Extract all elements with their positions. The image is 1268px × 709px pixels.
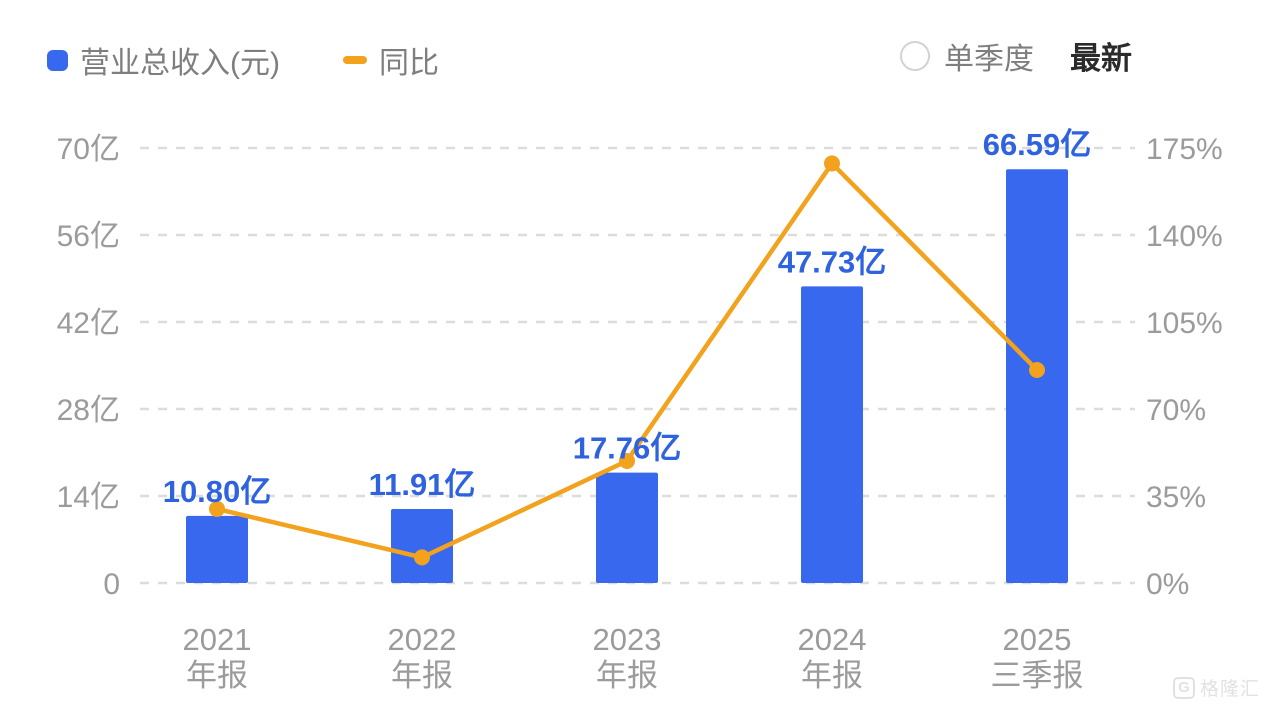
x-axis-label-year: 2021: [183, 622, 252, 657]
yoy-point[interactable]: [414, 549, 430, 566]
watermark-text: 格隆汇: [1199, 679, 1260, 700]
chart-controls: 单季度 最新: [900, 33, 1132, 78]
revenue-bar[interactable]: [596, 472, 658, 583]
legend-yoy[interactable]: 同比: [343, 38, 439, 82]
x-axis-label-period: 年报: [801, 658, 863, 693]
x-axis-label-year: 2025: [1003, 622, 1072, 657]
revenue-bar[interactable]: [801, 286, 863, 583]
x-axis-label-year: 2024: [798, 622, 867, 657]
latest-toggle[interactable]: 最新: [1070, 41, 1132, 76]
x-axis-label-period: 年报: [186, 658, 248, 693]
x-axis-label-period: 年报: [596, 658, 658, 693]
legend-revenue[interactable]: 营业总收入(元): [47, 38, 280, 82]
right-axis-tick: 0%: [1146, 568, 1189, 601]
bar-value-label: 66.59亿: [983, 127, 1092, 162]
watermark-logo-icon: G: [1172, 676, 1195, 699]
single-quarter-radio[interactable]: [900, 40, 930, 71]
watermark: G 格隆汇: [1172, 674, 1260, 701]
left-axis-tick: 28亿: [57, 394, 120, 427]
x-axis-label-period: 年报: [391, 658, 453, 693]
revenue-swatch-icon: [47, 49, 68, 71]
revenue-bar[interactable]: [186, 515, 248, 583]
legend-revenue-label: 营业总收入(元): [80, 47, 280, 80]
left-axis-tick: 14亿: [57, 481, 120, 514]
x-axis-label-year: 2022: [388, 622, 457, 657]
right-axis-tick: 105%: [1146, 307, 1223, 340]
yoy-point[interactable]: [619, 452, 635, 469]
right-axis-tick: 35%: [1146, 481, 1206, 514]
left-axis-tick: 56亿: [57, 220, 120, 253]
left-axis-tick: 70亿: [57, 133, 120, 166]
yoy-dash-icon: [343, 56, 367, 64]
single-quarter-label[interactable]: 单季度: [944, 42, 1034, 76]
bar-value-label: 11.91亿: [369, 467, 476, 502]
right-axis-tick: 175%: [1146, 133, 1223, 166]
legend-yoy-label: 同比: [379, 47, 439, 80]
x-axis-label-year: 2023: [593, 622, 662, 657]
yoy-point[interactable]: [209, 500, 225, 517]
left-axis-tick: 0: [103, 568, 120, 601]
x-axis-label-period: 三季报: [991, 658, 1084, 693]
right-axis-tick: 140%: [1146, 220, 1223, 253]
bar-value-label: 17.76亿: [573, 431, 682, 466]
bar-value-label: 47.73亿: [778, 244, 887, 279]
revenue-bar[interactable]: [391, 508, 453, 583]
yoy-point[interactable]: [1029, 361, 1045, 378]
right-axis-tick: 70%: [1146, 394, 1206, 427]
bar-value-label: 10.80亿: [163, 474, 272, 509]
left-axis-tick: 42亿: [57, 307, 120, 340]
yoy-point[interactable]: [824, 155, 840, 172]
